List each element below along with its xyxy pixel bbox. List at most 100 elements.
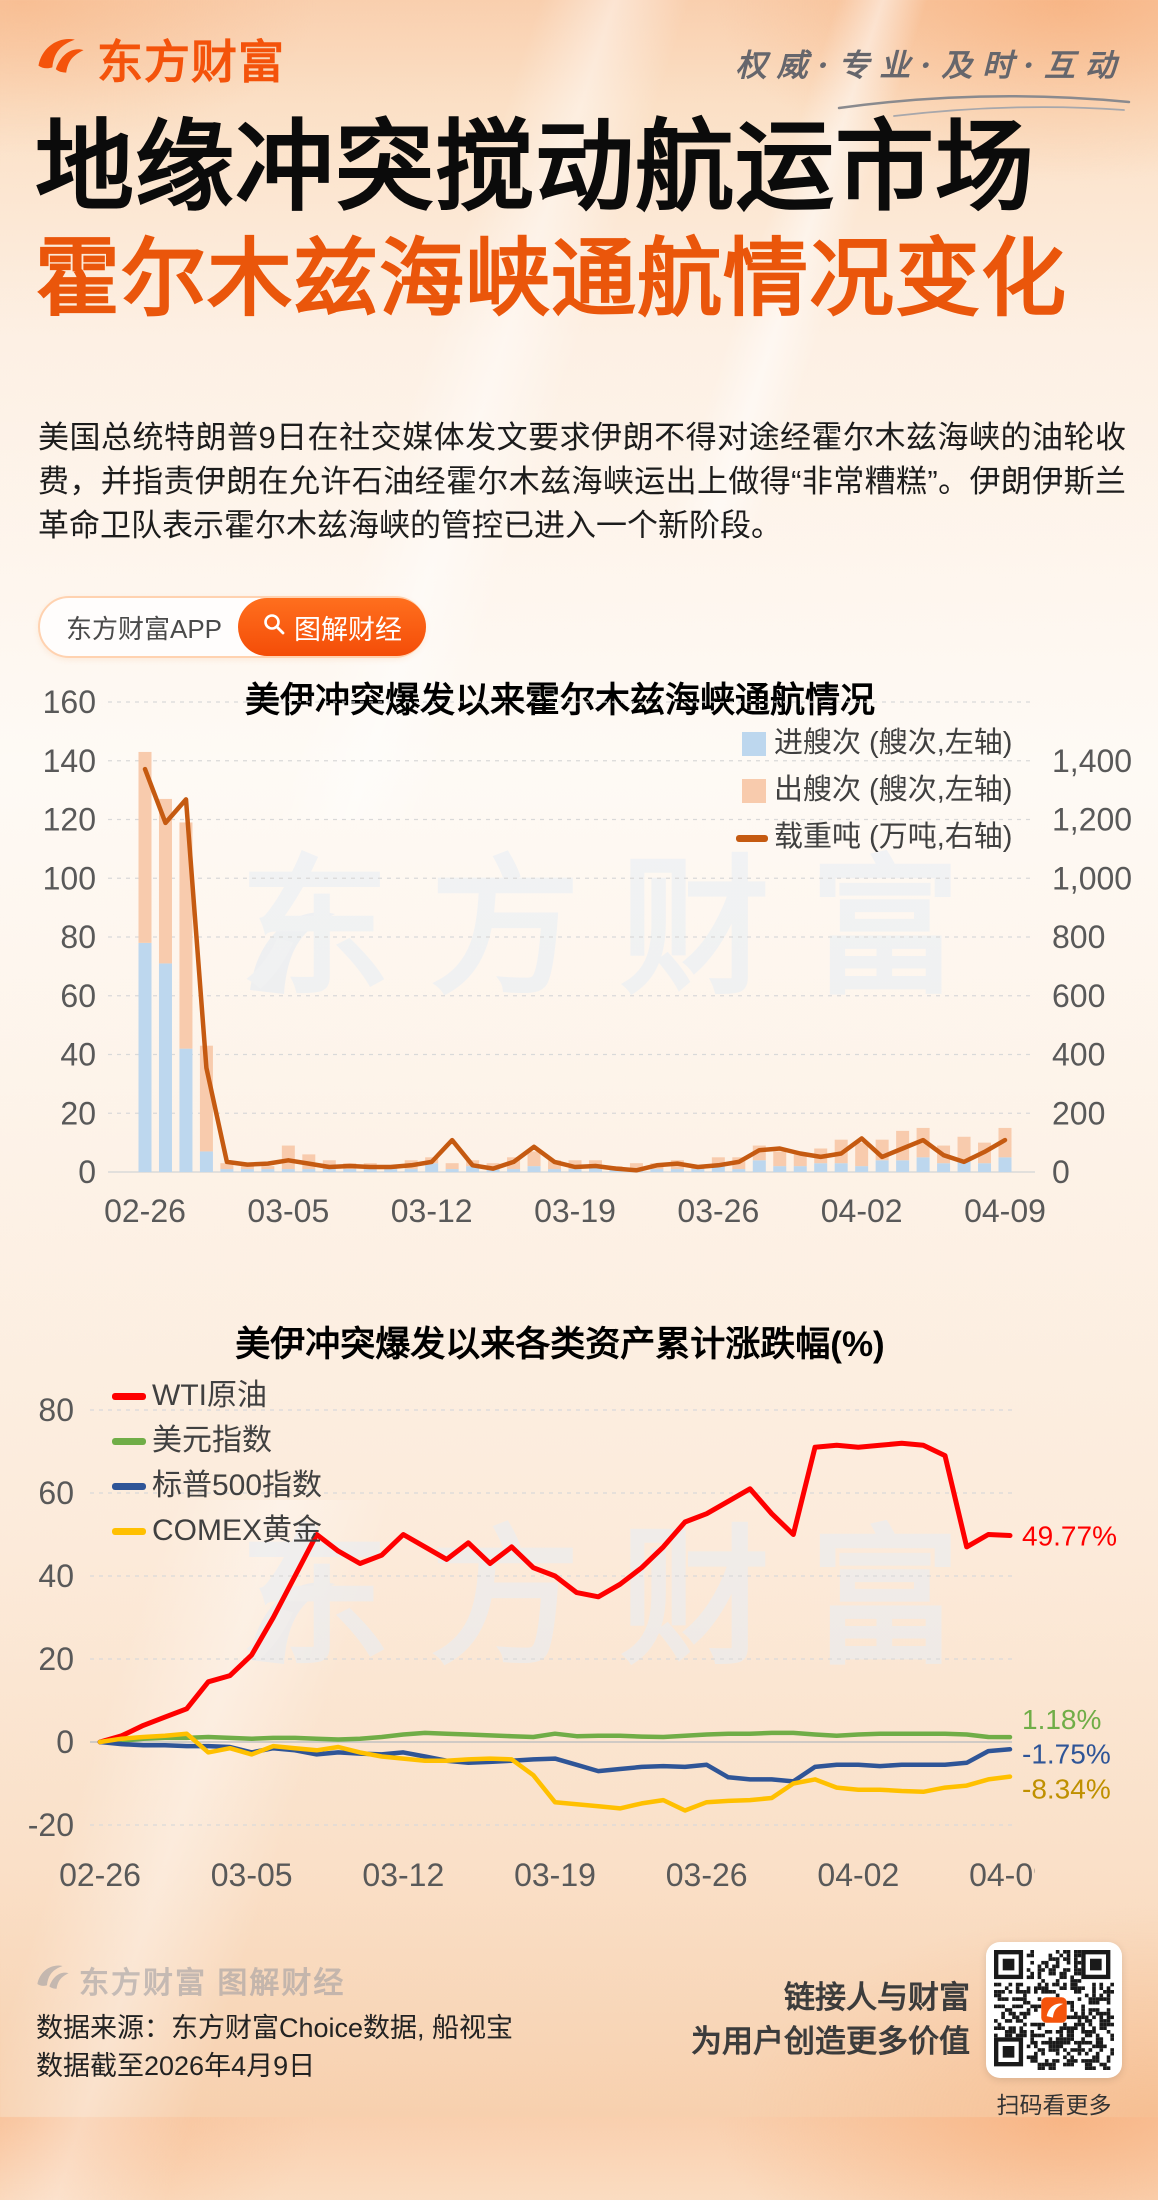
bar-out xyxy=(158,798,172,964)
bar-out xyxy=(568,1160,582,1170)
page-title: 地缘冲突搅动航运市场 xyxy=(35,111,1035,222)
legend-item: 进艘次 (艘次,左轴) xyxy=(774,726,1012,759)
bar-in xyxy=(527,1166,541,1172)
bar-in xyxy=(937,1163,951,1172)
bar-out xyxy=(199,1045,213,1152)
bar-out xyxy=(957,1136,971,1161)
bar-in xyxy=(363,1169,377,1172)
svg-text:-20: -20 xyxy=(28,1807,74,1843)
bar-in xyxy=(588,1166,602,1172)
bar-out xyxy=(220,1163,234,1170)
svg-text:02-26: 02-26 xyxy=(59,1857,141,1893)
legend-item: 美元指数 xyxy=(152,1424,272,1457)
qr-code[interactable] xyxy=(986,1942,1122,2078)
bar-in xyxy=(793,1166,807,1172)
legend-swatch xyxy=(112,1393,146,1400)
legend-item: COMEX黄金 xyxy=(152,1514,322,1547)
bar-in xyxy=(220,1169,234,1172)
assets-chart: 东方财富 美伊冲突爆发以来各类资产累计涨跌幅(%) 80 60 40 20 0 -20 49.7… xyxy=(28,1324,1117,1893)
bar-in xyxy=(138,942,152,1172)
series-0 xyxy=(97,1440,1013,1745)
chart1-x-label: 03-19 xyxy=(534,1193,616,1229)
brand-name: 东方财富 xyxy=(97,36,285,88)
bar-in xyxy=(855,1166,869,1172)
svg-text:东方财富: 东方财富 xyxy=(240,844,1000,1012)
legend-item: 出艘次 (艘次,左轴) xyxy=(774,773,1012,806)
svg-text:03-26: 03-26 xyxy=(666,1857,748,1893)
legend-swatch xyxy=(112,1483,146,1490)
bar-out xyxy=(240,1166,254,1170)
app-badge[interactable]: 东方财富APP 图解财经 xyxy=(38,596,427,658)
bar-in xyxy=(384,1169,398,1172)
series-3 xyxy=(97,1731,1013,1813)
end-label: -1.75% xyxy=(1022,1738,1111,1769)
bar-in xyxy=(916,1157,930,1172)
svg-text:60: 60 xyxy=(38,1475,74,1511)
legend-swatch xyxy=(112,1438,146,1445)
bar-out xyxy=(322,1160,336,1170)
bar-in xyxy=(507,1169,521,1172)
svg-text:03-19: 03-19 xyxy=(514,1857,596,1893)
bar-out xyxy=(711,1157,725,1167)
svg-text:40: 40 xyxy=(60,1037,96,1073)
bar-in xyxy=(548,1169,562,1172)
footer-slogan-line2: 为用户创造更多价值 xyxy=(691,2024,970,2059)
watermark: 东方财富 xyxy=(240,1514,1000,1682)
chart1-x-label: 03-12 xyxy=(391,1193,473,1229)
svg-text:1,000: 1,000 xyxy=(1052,860,1132,896)
legend-swatch xyxy=(742,779,766,803)
svg-text:800: 800 xyxy=(1052,919,1105,955)
chart1-x-label: 03-26 xyxy=(677,1193,759,1229)
bar-in xyxy=(834,1163,848,1172)
svg-text:40: 40 xyxy=(38,1558,74,1594)
bar-out xyxy=(281,1145,295,1170)
bar-out xyxy=(793,1154,807,1167)
bar-in xyxy=(773,1166,787,1172)
bar-in xyxy=(978,1163,992,1172)
end-label: -8.34% xyxy=(1022,1774,1111,1805)
bar-in xyxy=(261,1169,275,1172)
bar-in xyxy=(302,1169,316,1172)
bar-out xyxy=(896,1130,910,1161)
bar-out xyxy=(179,822,193,1049)
watermark: 东方财富 xyxy=(240,844,1000,1012)
bar-in xyxy=(670,1169,684,1172)
bar-in xyxy=(199,1151,213,1172)
svg-text:0: 0 xyxy=(1052,1154,1070,1190)
footer-slogan-line1: 链接人与财富 xyxy=(784,1980,970,2015)
bar-out xyxy=(527,1151,541,1167)
legend-swatch xyxy=(736,835,768,842)
svg-text:1,400: 1,400 xyxy=(1052,743,1132,779)
footer-brand: 东方财富 图解财经 xyxy=(35,1958,345,2002)
svg-text:20: 20 xyxy=(38,1641,74,1677)
qr-caption: 扫码看更多 xyxy=(996,2092,1112,2118)
bar-in xyxy=(691,1169,705,1172)
chart2-title: 美伊冲突爆发以来各类资产累计涨跌幅(%) xyxy=(235,1324,884,1364)
chart2-x-labels: 02-26 03-05 03-12 03-19 03-26 04-02 04-09 xyxy=(59,1857,1035,1893)
bar-in xyxy=(998,1157,1012,1172)
app-badge-label: 东方财富APP xyxy=(66,613,223,644)
slogan-swoosh xyxy=(834,86,1134,131)
bar-in xyxy=(466,1166,480,1172)
data-cutoff-line: 数据截至2026年4月9日 xyxy=(36,2051,316,2081)
svg-text:东方财富: 东方财富 xyxy=(240,1514,1000,1682)
bar-out xyxy=(138,751,152,943)
bar-in xyxy=(875,1160,889,1172)
svg-text:20: 20 xyxy=(60,1095,96,1131)
svg-text:03-05: 03-05 xyxy=(211,1857,293,1893)
svg-text:600: 600 xyxy=(1052,978,1105,1014)
chart1-x-label: 02-26 xyxy=(104,1193,186,1229)
intro-paragraph: 美国总统特朗普9日在社交媒体发文要求伊朗不得对途经霍尔木兹海峡的油轮收费，并指责… xyxy=(38,420,1126,543)
tujie-caijing-button[interactable]: 图解财经 xyxy=(238,598,427,656)
data-source-line: 数据来源：东方财富Choice数据, 船视宝 xyxy=(36,2013,514,2043)
series-1 xyxy=(97,1730,1013,1745)
svg-text:60: 60 xyxy=(60,978,96,1014)
bar-in xyxy=(322,1169,336,1172)
chart1-x-label: 04-09 xyxy=(964,1193,1046,1229)
svg-text:400: 400 xyxy=(1052,1037,1105,1073)
svg-text:03-12: 03-12 xyxy=(362,1857,444,1893)
legend-swatch xyxy=(742,732,766,756)
svg-text:80: 80 xyxy=(60,919,96,955)
chart1-x-label: 04-02 xyxy=(821,1193,903,1229)
